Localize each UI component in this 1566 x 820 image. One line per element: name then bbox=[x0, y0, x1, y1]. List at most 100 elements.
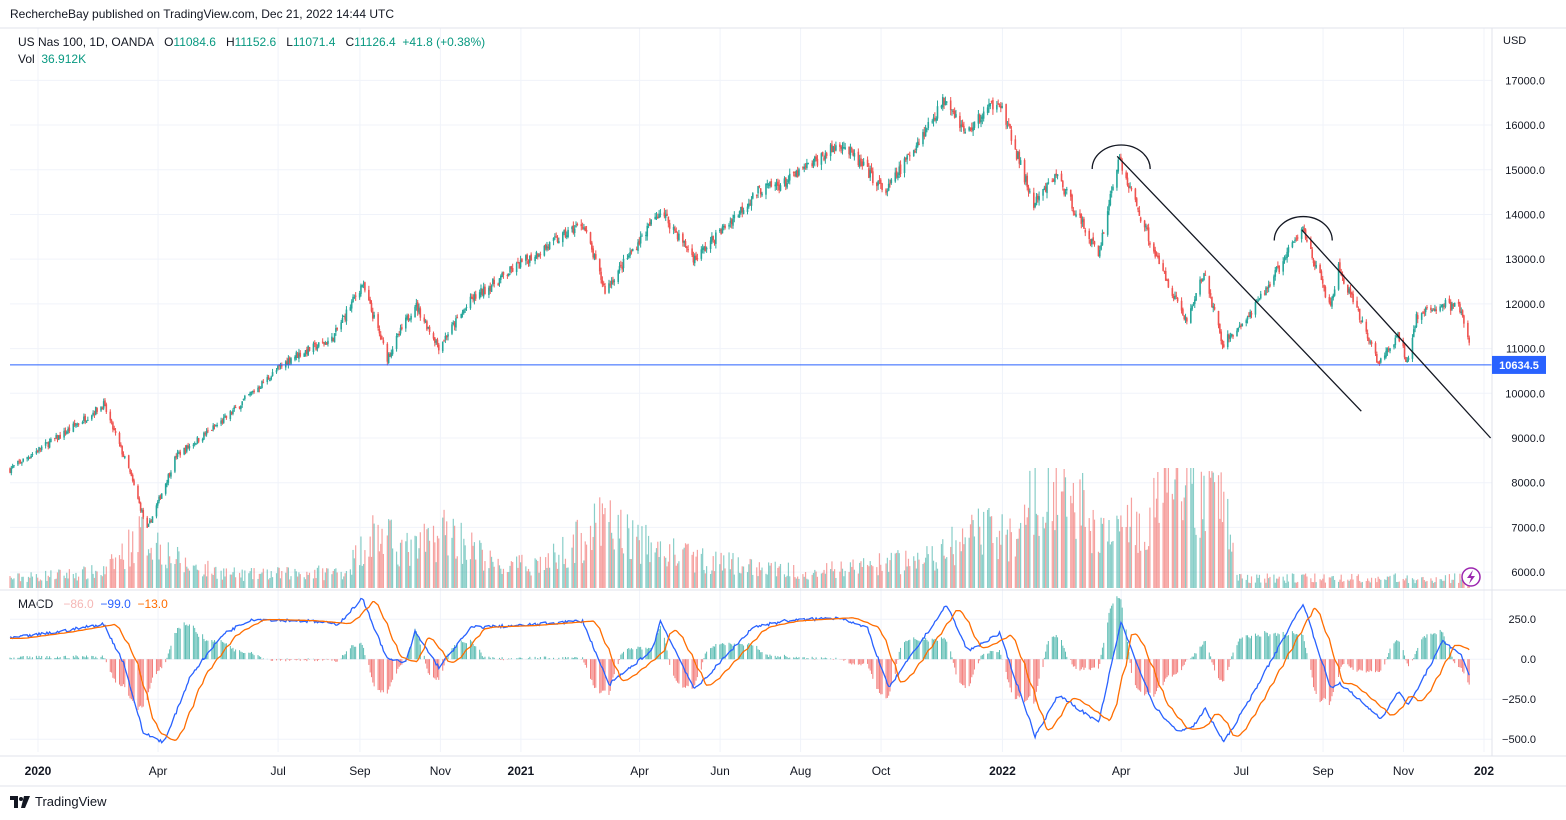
volume-bar bbox=[312, 578, 315, 588]
volume-bar bbox=[287, 567, 289, 588]
volume-bar bbox=[67, 578, 69, 588]
candle-body bbox=[1430, 307, 1432, 310]
candle-body bbox=[391, 349, 394, 355]
candle-body bbox=[729, 220, 732, 224]
candle-body bbox=[840, 146, 842, 149]
candle-body bbox=[166, 482, 168, 485]
candle-body bbox=[1200, 279, 1203, 282]
candle-body bbox=[253, 390, 255, 393]
candle-body bbox=[1034, 203, 1036, 207]
volume-bar bbox=[1126, 504, 1129, 588]
drawings[interactable] bbox=[1091, 144, 1492, 439]
candle-body bbox=[9, 468, 11, 473]
volume-bar bbox=[427, 527, 429, 588]
volume-bar bbox=[955, 540, 957, 588]
candle-body bbox=[224, 415, 226, 418]
candle-body bbox=[629, 252, 631, 256]
volume-bar bbox=[898, 553, 900, 588]
candle-body bbox=[815, 156, 817, 160]
candle-body bbox=[188, 445, 191, 449]
volume-bar bbox=[1137, 552, 1139, 588]
candle-body bbox=[1153, 243, 1155, 252]
candle-body bbox=[54, 437, 56, 439]
candle-body bbox=[1176, 297, 1179, 302]
volume-bar bbox=[1108, 520, 1110, 588]
candle-body bbox=[1128, 185, 1130, 189]
macd-label[interactable]: MACD bbox=[18, 597, 54, 611]
volume-bar bbox=[315, 578, 317, 588]
footer-brand[interactable]: TradingView bbox=[35, 794, 107, 809]
axes: 17000.016000.015000.014000.013000.012000… bbox=[0, 27, 1566, 787]
time-tick-label: Jul bbox=[1234, 764, 1249, 778]
macd-pane bbox=[9, 596, 1470, 744]
candle-body bbox=[916, 141, 919, 147]
candle-body bbox=[1451, 303, 1453, 310]
lightning-icon[interactable] bbox=[1461, 567, 1481, 587]
volume-bar bbox=[343, 576, 345, 588]
volume-bar bbox=[861, 566, 863, 588]
volume-bar bbox=[1025, 524, 1027, 588]
volume-bar bbox=[419, 532, 421, 588]
candle-body bbox=[361, 285, 364, 287]
candle-body bbox=[460, 313, 463, 318]
volume-bar bbox=[1045, 522, 1047, 588]
candle-body bbox=[613, 280, 616, 282]
volume-bar bbox=[10, 577, 12, 588]
candle-body bbox=[36, 450, 39, 452]
arc-drawing bbox=[1273, 215, 1333, 241]
candle-body bbox=[1046, 183, 1048, 194]
volume-bar bbox=[940, 544, 943, 588]
volume-bar bbox=[628, 528, 630, 588]
volume-bar bbox=[935, 562, 937, 588]
candle-body bbox=[1092, 237, 1094, 241]
volume-bar bbox=[464, 545, 466, 588]
volume-bar bbox=[1240, 574, 1242, 588]
volume-bar bbox=[537, 561, 539, 588]
candle-body bbox=[271, 372, 274, 377]
candle-body bbox=[473, 293, 476, 301]
volume-bar bbox=[1422, 576, 1424, 588]
candle-body bbox=[584, 227, 587, 232]
candle-body bbox=[335, 328, 337, 333]
candle-body bbox=[31, 454, 34, 456]
candle-body bbox=[700, 249, 703, 259]
volume-bar bbox=[451, 537, 453, 588]
candle-body bbox=[1323, 284, 1325, 288]
volume-bar bbox=[31, 576, 34, 588]
candle-body bbox=[1415, 314, 1418, 328]
candle-body bbox=[489, 286, 492, 291]
tradingview-logo-icon[interactable] bbox=[10, 795, 30, 808]
candle-body bbox=[556, 237, 559, 242]
candle-body bbox=[1226, 334, 1229, 348]
volume-bar bbox=[84, 567, 86, 588]
volume-bar bbox=[1351, 574, 1353, 588]
candle-body bbox=[436, 339, 439, 345]
volume-bar bbox=[852, 559, 854, 588]
candle-body bbox=[1386, 348, 1389, 353]
candle-body bbox=[1287, 247, 1290, 253]
symbol-name[interactable]: US Nas 100, 1D, OANDA bbox=[18, 35, 155, 49]
vol-label[interactable]: Vol bbox=[18, 52, 35, 66]
candle-body bbox=[1361, 320, 1364, 323]
volume-bar bbox=[733, 574, 735, 588]
volume-bar bbox=[465, 559, 468, 588]
candle-body bbox=[170, 472, 172, 477]
volume-bar bbox=[769, 565, 771, 588]
volume-bar bbox=[1258, 574, 1261, 588]
volume-bar bbox=[41, 580, 43, 588]
volume-bar bbox=[121, 543, 123, 588]
volume-bar bbox=[803, 576, 805, 588]
candle-body bbox=[798, 169, 800, 176]
volume-bar bbox=[64, 578, 67, 588]
candle-body bbox=[221, 420, 224, 424]
candle-body bbox=[683, 240, 685, 243]
volume-bar bbox=[872, 566, 874, 588]
candle-body bbox=[258, 386, 261, 389]
volume-bar bbox=[592, 536, 594, 588]
volume-bar bbox=[695, 556, 697, 588]
volume-bar bbox=[304, 579, 307, 588]
candle-body bbox=[1088, 230, 1091, 240]
candle-body bbox=[687, 249, 689, 251]
candle-body bbox=[527, 261, 530, 264]
